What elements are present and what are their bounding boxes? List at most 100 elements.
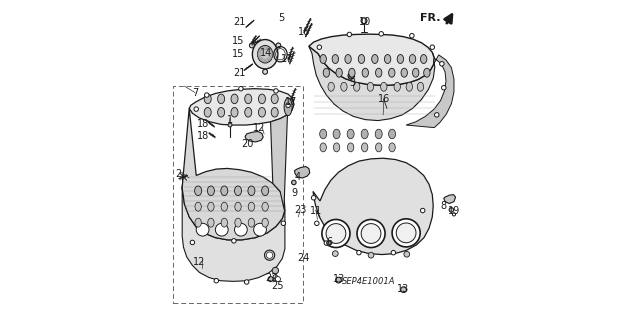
- Circle shape: [448, 197, 451, 200]
- Circle shape: [420, 208, 425, 213]
- Text: 6: 6: [326, 237, 333, 248]
- Ellipse shape: [207, 186, 214, 196]
- Circle shape: [326, 241, 331, 245]
- Text: 10: 10: [358, 17, 371, 27]
- Circle shape: [452, 213, 456, 216]
- Text: 20: 20: [241, 138, 253, 149]
- Circle shape: [252, 135, 255, 138]
- Ellipse shape: [208, 218, 214, 227]
- Ellipse shape: [361, 224, 381, 243]
- Circle shape: [332, 251, 338, 256]
- Ellipse shape: [410, 55, 416, 63]
- Circle shape: [268, 277, 273, 282]
- Text: 16: 16: [298, 27, 310, 37]
- Circle shape: [276, 43, 280, 48]
- Ellipse shape: [208, 202, 214, 211]
- Circle shape: [205, 93, 209, 97]
- Polygon shape: [406, 55, 454, 128]
- Polygon shape: [309, 46, 435, 121]
- Circle shape: [292, 180, 296, 185]
- Ellipse shape: [235, 218, 241, 227]
- Text: 8: 8: [441, 201, 447, 211]
- Ellipse shape: [336, 68, 342, 77]
- Text: 9: 9: [291, 188, 298, 198]
- Ellipse shape: [401, 68, 408, 77]
- Ellipse shape: [388, 68, 395, 77]
- Ellipse shape: [322, 219, 350, 248]
- Ellipse shape: [323, 68, 330, 77]
- Circle shape: [430, 45, 435, 49]
- Text: 3: 3: [349, 78, 355, 88]
- Circle shape: [324, 241, 328, 245]
- Polygon shape: [245, 131, 263, 142]
- Ellipse shape: [259, 94, 266, 104]
- Circle shape: [263, 70, 268, 74]
- Ellipse shape: [218, 94, 225, 104]
- Circle shape: [449, 208, 454, 212]
- Text: 4: 4: [294, 172, 301, 182]
- Circle shape: [274, 89, 278, 93]
- Ellipse shape: [394, 82, 401, 91]
- Text: 5: 5: [278, 12, 285, 23]
- Text: 1: 1: [227, 115, 233, 125]
- Ellipse shape: [362, 68, 369, 77]
- Circle shape: [317, 45, 321, 49]
- Text: 11: 11: [310, 205, 322, 216]
- Circle shape: [194, 107, 198, 111]
- Ellipse shape: [195, 218, 202, 227]
- Ellipse shape: [349, 68, 355, 77]
- Polygon shape: [444, 195, 456, 204]
- Ellipse shape: [320, 55, 326, 63]
- Circle shape: [214, 278, 218, 283]
- Text: 22: 22: [265, 272, 278, 283]
- Text: SEP4E1001A: SEP4E1001A: [342, 277, 395, 286]
- Ellipse shape: [231, 108, 238, 117]
- Ellipse shape: [320, 143, 326, 152]
- Text: 21: 21: [234, 17, 246, 27]
- Ellipse shape: [195, 186, 202, 196]
- Ellipse shape: [392, 219, 420, 247]
- Ellipse shape: [326, 224, 346, 243]
- Ellipse shape: [357, 219, 385, 248]
- Polygon shape: [313, 158, 433, 255]
- Circle shape: [272, 267, 278, 274]
- Ellipse shape: [424, 68, 430, 77]
- Polygon shape: [182, 172, 285, 281]
- Ellipse shape: [262, 202, 268, 211]
- Text: 14: 14: [260, 48, 273, 58]
- Ellipse shape: [234, 186, 241, 196]
- Ellipse shape: [195, 202, 202, 211]
- Ellipse shape: [221, 186, 228, 196]
- Text: 17: 17: [281, 54, 294, 64]
- Ellipse shape: [248, 202, 255, 211]
- Polygon shape: [271, 99, 294, 210]
- Ellipse shape: [340, 82, 347, 91]
- Text: 2: 2: [175, 169, 181, 179]
- Circle shape: [391, 250, 396, 255]
- Circle shape: [404, 251, 410, 257]
- Circle shape: [264, 250, 275, 260]
- Ellipse shape: [204, 94, 211, 104]
- Circle shape: [347, 32, 351, 37]
- Ellipse shape: [248, 186, 255, 196]
- Text: 23: 23: [294, 205, 307, 215]
- Ellipse shape: [375, 129, 382, 139]
- Ellipse shape: [284, 98, 292, 116]
- Circle shape: [190, 240, 195, 245]
- Text: 15: 15: [232, 36, 244, 47]
- Ellipse shape: [253, 223, 266, 236]
- Circle shape: [328, 242, 330, 244]
- Ellipse shape: [362, 143, 368, 152]
- Ellipse shape: [276, 43, 281, 48]
- Text: 18: 18: [197, 119, 210, 129]
- Ellipse shape: [262, 218, 268, 227]
- Ellipse shape: [367, 82, 374, 91]
- Circle shape: [401, 287, 406, 293]
- Circle shape: [266, 252, 273, 258]
- Ellipse shape: [381, 82, 387, 91]
- Ellipse shape: [271, 94, 278, 104]
- Bar: [173, 86, 303, 303]
- Ellipse shape: [347, 129, 354, 139]
- Ellipse shape: [231, 94, 238, 104]
- Ellipse shape: [248, 218, 255, 227]
